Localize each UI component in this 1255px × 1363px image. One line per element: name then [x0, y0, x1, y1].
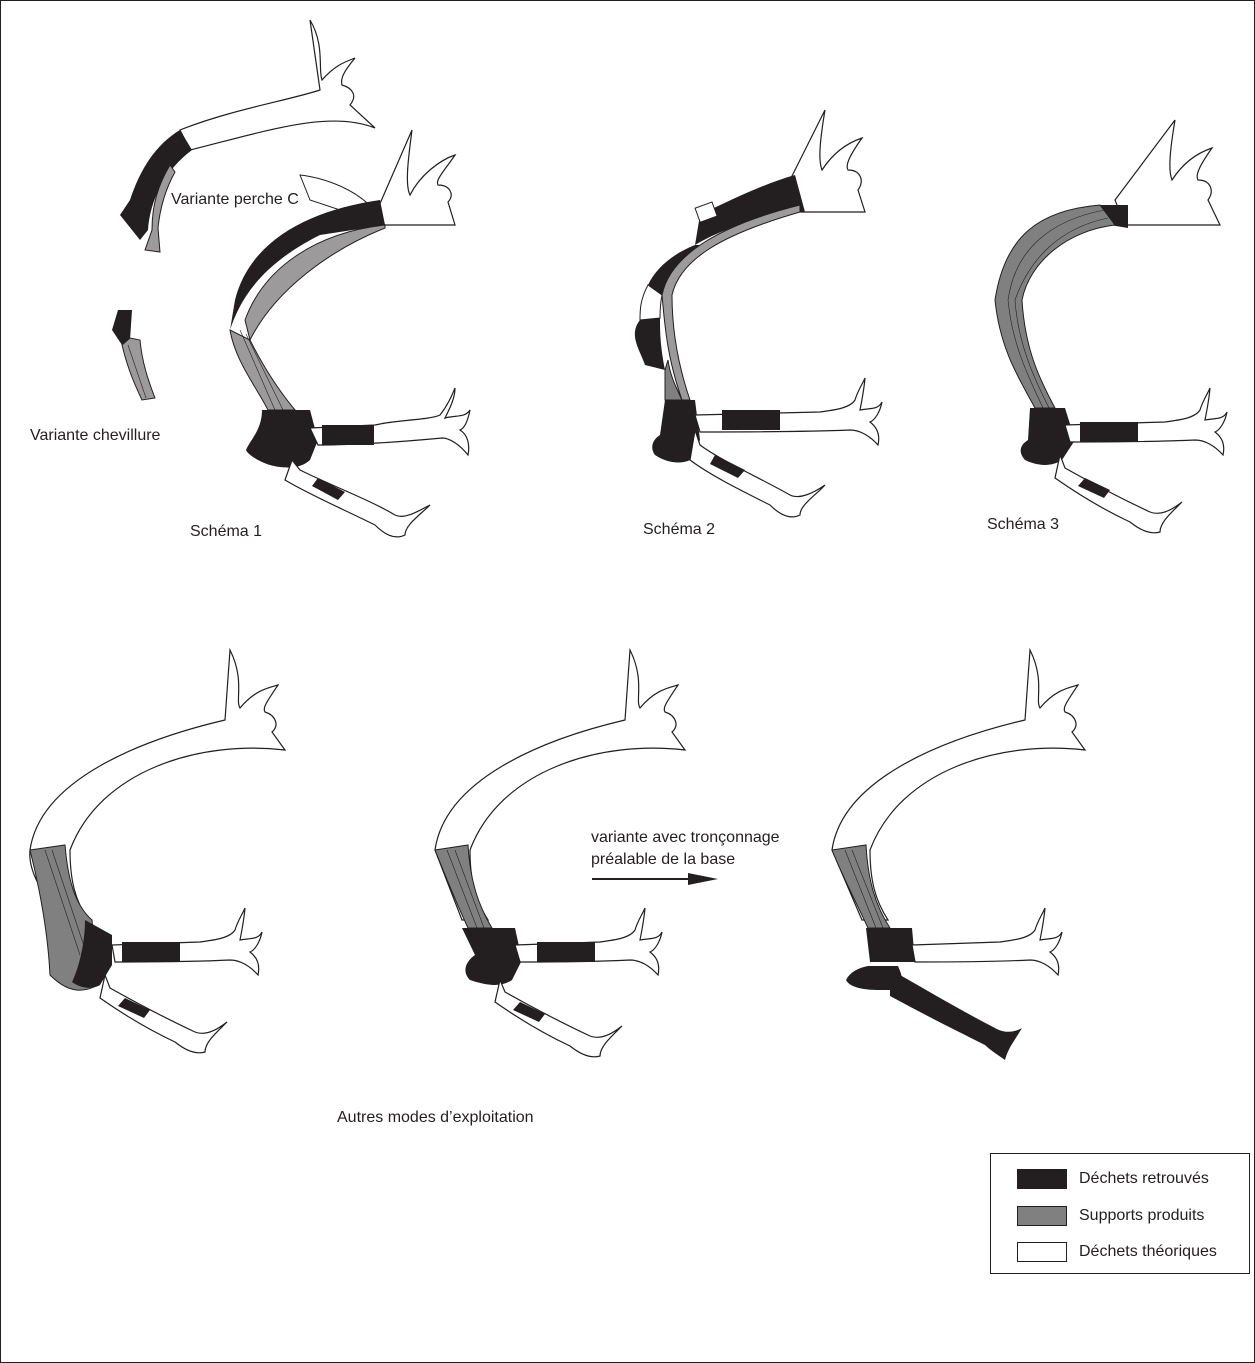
antler-autres-1: [29, 647, 287, 1054]
base-black: [246, 410, 318, 468]
antler-autres-2: [434, 647, 687, 1058]
antler-variante-chevillure: [112, 310, 156, 401]
label-variante-chevillure: Variante chevillure: [30, 427, 161, 444]
legend-item: Déchets théoriques: [1017, 1240, 1217, 1264]
beam-black: [230, 200, 385, 330]
label-variante-troncon-line1: variante avec tronçonnage: [591, 829, 780, 846]
label-autres-modes: Autres modes d’exploitation: [337, 1109, 534, 1126]
antler-autres-3: [831, 647, 1087, 1060]
label-schema-1: Schéma 1: [190, 523, 263, 540]
legend-item: Déchets retrouvés: [1017, 1167, 1209, 1191]
legend-label: Déchets retrouvés: [1079, 1170, 1209, 1187]
crown-tine: [374, 129, 457, 226]
legend-swatch-black: [1017, 1169, 1067, 1189]
antler-schema-3: [994, 119, 1228, 534]
legend-label: Supports produits: [1079, 1207, 1205, 1224]
beam-gray: [244, 224, 386, 342]
antler-variante-perche-c: [120, 19, 376, 253]
legend-label: Déchets théoriques: [1079, 1243, 1217, 1260]
label-schema-3: Schéma 3: [987, 516, 1060, 533]
antler-schema-2: [634, 109, 883, 518]
legend: Déchets retrouvés Supports produits Déch…: [990, 1153, 1250, 1274]
label-variante-troncon-line2: préalable de la base: [591, 851, 736, 868]
antler-schema-1: [229, 129, 471, 538]
label-schema-2: Schéma 2: [643, 521, 716, 538]
label-variante-perche-c: Variante perche C: [171, 191, 299, 208]
brow-tine: [284, 458, 431, 538]
legend-swatch-white: [1017, 1242, 1067, 1262]
legend-item: Supports produits: [1017, 1204, 1204, 1228]
shaft-gray: [229, 329, 297, 411]
arrow: [592, 873, 718, 885]
legend-swatch-gray: [1017, 1206, 1067, 1226]
